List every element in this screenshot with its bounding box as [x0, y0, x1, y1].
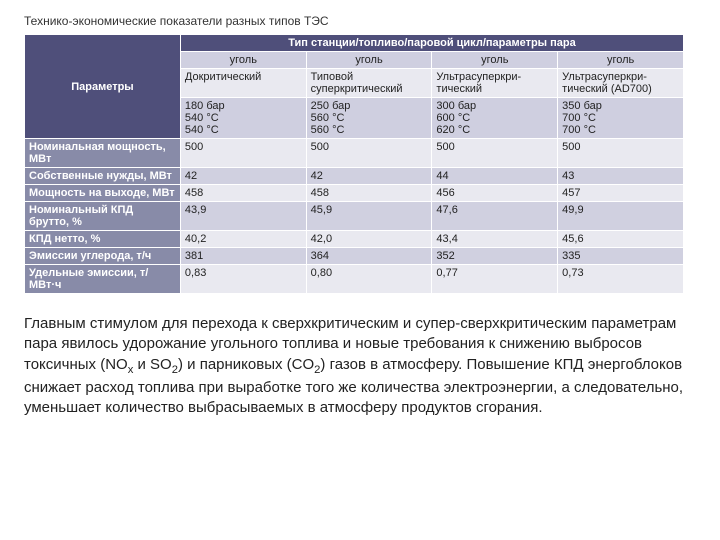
fuel-c2: уголь — [306, 52, 432, 69]
cell: 0,80 — [306, 265, 432, 294]
cell: 458 — [306, 185, 432, 202]
pp-c3-l3: 620 °C — [436, 124, 553, 136]
pp-c1: 180 бар 540 °C 540 °C — [180, 98, 306, 139]
body-paragraph: Главным стимулом для перехода к сверхкри… — [24, 314, 684, 418]
fuel-c4: уголь — [558, 52, 684, 69]
pp-c4: 350 бар 700 °C 700 °C — [558, 98, 684, 139]
pp-c2-l1: 250 бар — [311, 100, 428, 112]
row-label: Удельные эмиссии, т/МВт·ч — [25, 265, 181, 294]
cell: 47,6 — [432, 202, 558, 231]
pp-c4-l1: 350 бар — [562, 100, 679, 112]
cell: 500 — [558, 139, 684, 168]
table-row: Удельные эмиссии, т/МВт·ч0,830,800,770,7… — [25, 265, 684, 294]
row-label: Собственные нужды, МВт — [25, 168, 181, 185]
row-label: КПД нетто, % — [25, 231, 181, 248]
cell: 457 — [558, 185, 684, 202]
cell: 40,2 — [180, 231, 306, 248]
cell: 364 — [306, 248, 432, 265]
col-header-group: Тип станции/топливо/паровой цикл/парамет… — [180, 35, 683, 52]
cell: 45,6 — [558, 231, 684, 248]
pp-c1-l1: 180 бар — [185, 100, 302, 112]
pp-c1-l3: 540 °C — [185, 124, 302, 136]
cell: 42 — [180, 168, 306, 185]
cycle-c1: Докритический — [180, 69, 306, 98]
cell: 43,4 — [432, 231, 558, 248]
table-row: Номинальная мощность, МВт500500500500 — [25, 139, 684, 168]
fuel-c3: уголь — [432, 52, 558, 69]
cell: 0,83 — [180, 265, 306, 294]
table-row: Эмиссии углерода, т/ч381364352335 — [25, 248, 684, 265]
cycle-c3: Ультрасуперкри-тический — [432, 69, 558, 98]
row-label: Номинальная мощность, МВт — [25, 139, 181, 168]
cell: 43 — [558, 168, 684, 185]
cell: 42,0 — [306, 231, 432, 248]
cell: 458 — [180, 185, 306, 202]
cell: 43,9 — [180, 202, 306, 231]
row-label: Мощность на выходе, МВт — [25, 185, 181, 202]
pp-c4-l2: 700 °C — [562, 112, 679, 124]
pp-c2-l3: 560 °C — [311, 124, 428, 136]
cell: 49,9 — [558, 202, 684, 231]
pp-c3-l1: 300 бар — [436, 100, 553, 112]
table-row: КПД нетто, %40,242,043,445,6 — [25, 231, 684, 248]
page-title: Технико-экономические показатели разных … — [24, 14, 700, 28]
fuel-c1: уголь — [180, 52, 306, 69]
cell: 0,73 — [558, 265, 684, 294]
cell: 456 — [432, 185, 558, 202]
pp-c3: 300 бар 600 °C 620 °C — [432, 98, 558, 139]
pp-c2-l2: 560 °C — [311, 112, 428, 124]
cycle-c2: Типовой суперкритический — [306, 69, 432, 98]
row-label: Эмиссии углерода, т/ч — [25, 248, 181, 265]
pp-c4-l3: 700 °C — [562, 124, 679, 136]
cell: 352 — [432, 248, 558, 265]
cell: 45,9 — [306, 202, 432, 231]
row-label: Номинальный КПД брутто, % — [25, 202, 181, 231]
table-row: Номинальный КПД брутто, %43,945,947,649,… — [25, 202, 684, 231]
cycle-c4: Ультрасуперкри-тический (AD700) — [558, 69, 684, 98]
cell: 42 — [306, 168, 432, 185]
table-row: Собственные нужды, МВт42424443 — [25, 168, 684, 185]
cell: 500 — [180, 139, 306, 168]
cell: 500 — [306, 139, 432, 168]
cell: 381 — [180, 248, 306, 265]
pp-c2: 250 бар 560 °C 560 °C — [306, 98, 432, 139]
tes-table: Параметры Тип станции/топливо/паровой ци… — [24, 34, 684, 294]
cell: 335 — [558, 248, 684, 265]
cell: 0,77 — [432, 265, 558, 294]
cell: 44 — [432, 168, 558, 185]
pp-c1-l2: 540 °C — [185, 112, 302, 124]
table-row: Мощность на выходе, МВт458458456457 — [25, 185, 684, 202]
pp-c3-l2: 600 °C — [436, 112, 553, 124]
col-header-params: Параметры — [25, 35, 181, 139]
cell: 500 — [432, 139, 558, 168]
